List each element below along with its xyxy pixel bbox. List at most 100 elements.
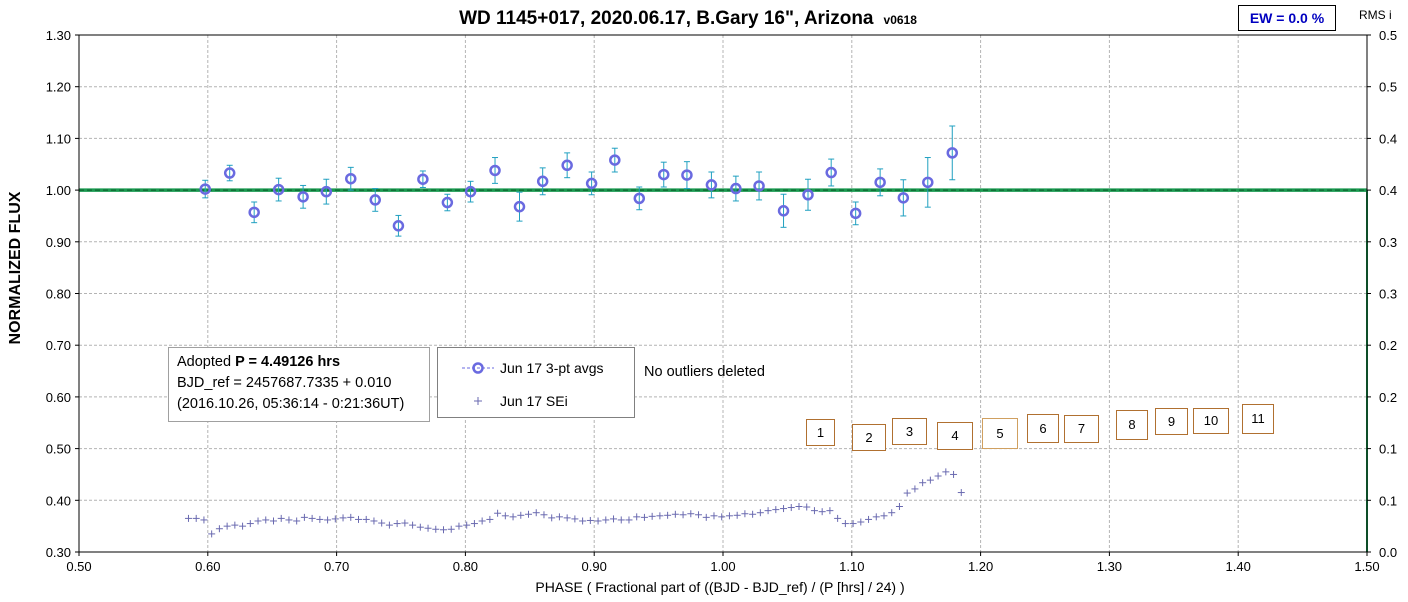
data-point-sei [231, 521, 239, 529]
data-point-sei [741, 510, 749, 518]
data-point-3pt-avg [561, 152, 573, 179]
circle-marker [489, 164, 501, 177]
circle-marker [633, 192, 646, 205]
y-tick-label: 0.80 [46, 287, 71, 302]
circle-marker [248, 206, 260, 219]
series-jun17-sei [184, 468, 965, 538]
data-point-sei [594, 517, 602, 525]
circle-marker [946, 147, 959, 159]
y2-tick-labels: 0.0 0.1 0.1 0.2 0.2 0.3 0.3 0.4 0.4 0.5 0.5 [1367, 28, 1397, 560]
data-point-sei [826, 507, 834, 515]
data-point-3pt-avg [849, 201, 862, 226]
data-point-sei [354, 515, 362, 523]
data-point-sei [671, 510, 679, 518]
data-point-sei [772, 506, 780, 514]
legend-item-3pt-avgs: Jun 17 3-pt avgs [438, 358, 634, 378]
data-point-sei [803, 503, 811, 511]
x-tick-label: 1.30 [1097, 559, 1122, 574]
legend-item-sei: Jun 17 SEi [438, 391, 634, 411]
circle-marker [922, 176, 934, 189]
data-point-sei [409, 521, 417, 529]
y2-tick-label: 0.5 [1379, 80, 1397, 95]
circle-marker [392, 220, 405, 232]
data-point-sei [926, 476, 934, 484]
data-point-3pt-avg [681, 161, 693, 190]
data-point-sei [749, 510, 757, 518]
y2-tick-label: 0.1 [1379, 493, 1397, 508]
data-point-3pt-avg [946, 125, 959, 181]
data-point-sei [795, 503, 803, 511]
data-point-sei [957, 489, 965, 497]
circle-marker [897, 192, 910, 204]
data-point-3pt-avg [199, 179, 211, 199]
data-point-sei [262, 516, 270, 524]
data-point-sei [950, 470, 958, 478]
data-point-sei [293, 517, 301, 525]
ew-badge: EW = 0.0 % [1238, 5, 1336, 31]
circle-marker [272, 183, 285, 196]
chart-title: WD 1145+017, 2020.06.17, B.Gary 16", Ari… [459, 8, 917, 29]
data-point-sei [339, 514, 347, 522]
numbered-box-9: 9 [1155, 408, 1188, 435]
data-point-3pt-avg [874, 168, 886, 197]
circle-marker-icon [462, 362, 494, 374]
y2-tick-label: 0.5 [1379, 28, 1397, 43]
circle-marker [561, 159, 573, 172]
data-point-sei [818, 508, 826, 516]
data-point-sei [470, 520, 478, 528]
data-point-sei [223, 522, 231, 530]
y2-tick-label: 0.0 [1379, 545, 1397, 560]
data-point-sei [872, 513, 880, 521]
data-point-sei [370, 517, 378, 525]
circle-marker [464, 185, 477, 198]
data-point-3pt-avg [777, 193, 790, 228]
data-point-sei [841, 520, 849, 528]
x-tick-label: 1.20 [968, 559, 993, 574]
data-point-sei [208, 530, 216, 538]
data-point-sei [548, 514, 556, 522]
y2-tick-label: 0.4 [1379, 183, 1397, 198]
y-tick-labels: 0.30 0.40 0.50 0.60 0.70 0.80 0.90 1.00 1.10 1.20… [46, 28, 79, 560]
numbered-box-1: 1 [806, 419, 835, 446]
data-point-3pt-avg [922, 157, 934, 208]
data-point-3pt-avg [320, 178, 333, 205]
circle-marker [874, 176, 886, 189]
numbered-box-7: 7 [1064, 415, 1099, 443]
data-point-3pt-avg [825, 158, 837, 187]
circle-marker [825, 166, 837, 179]
period-info-box: Adopted P = 4.49126 hrs BJD_ref = 245768… [168, 347, 430, 422]
plus-marker-icon [474, 397, 482, 405]
data-point-3pt-avg [585, 171, 598, 196]
circle-marker [681, 169, 693, 181]
y-tick-label: 1.30 [46, 28, 71, 43]
data-point-sei [540, 511, 548, 519]
y-tick-label: 0.60 [46, 390, 71, 405]
y2-tick-label: 0.3 [1379, 235, 1397, 250]
data-point-sei [509, 513, 517, 521]
period-line-1: Adopted P = 4.49126 hrs [177, 354, 341, 370]
x-tick-labels: 0.50 0.60 0.70 0.80 0.90 1.00 1.10 1.20 1.30 1.40… [66, 552, 1380, 574]
series-jun17-3pt-avgs [199, 125, 959, 237]
data-point-sei [687, 510, 695, 518]
legend: Jun 17 3-pt avgs Jun 17 SEi [437, 347, 635, 418]
y-tick-label: 0.30 [46, 545, 71, 560]
numbered-box-2: 2 [852, 424, 886, 451]
data-point-3pt-avg [730, 175, 742, 202]
data-point-3pt-avg [441, 193, 454, 212]
circle-marker [345, 172, 357, 185]
numbered-box-3: 3 [892, 418, 927, 445]
data-point-3pt-avg [248, 201, 260, 224]
circle-marker [705, 179, 718, 191]
data-point-sei [911, 485, 919, 493]
data-point-sei [285, 516, 293, 524]
legend-label-3pt-avgs: Jun 17 3-pt avgs [500, 360, 604, 376]
data-point-sei [563, 514, 571, 522]
circle-marker [849, 207, 862, 220]
data-point-sei [695, 511, 703, 519]
data-point-sei [710, 512, 718, 520]
outlier-note: No outliers deleted [644, 364, 765, 380]
data-point-sei [324, 516, 332, 524]
data-point-sei [810, 507, 818, 515]
data-point-sei [849, 520, 857, 528]
y-tick-label: 0.40 [46, 493, 71, 508]
